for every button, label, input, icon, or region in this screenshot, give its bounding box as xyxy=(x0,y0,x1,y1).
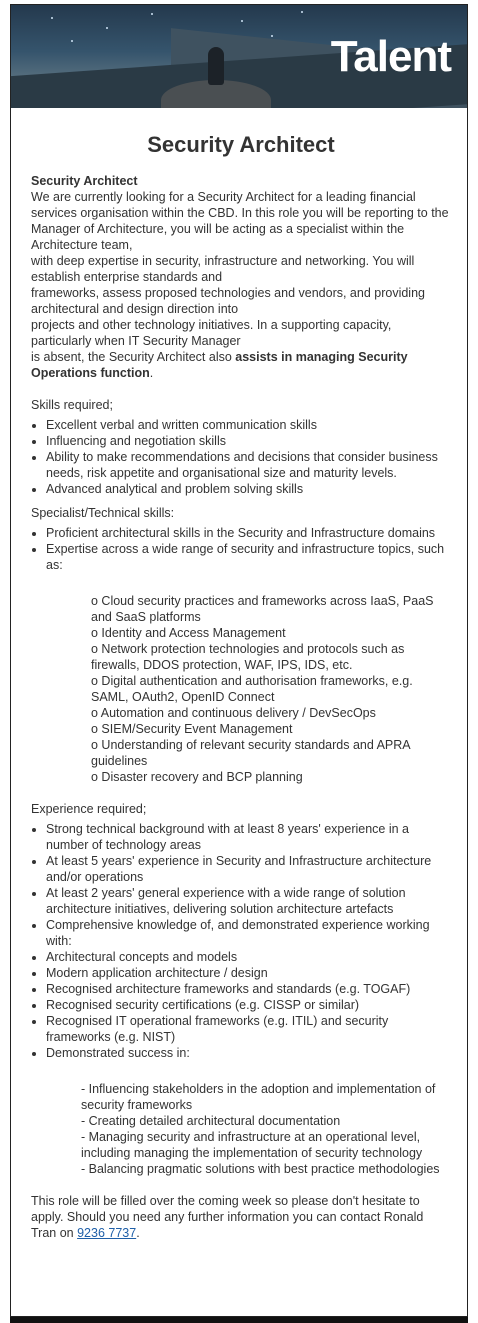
list-item: Architectural concepts and models xyxy=(46,949,451,965)
experience-heading: Experience required; xyxy=(31,802,147,816)
list-item: Advanced analytical and problem solving … xyxy=(46,481,451,497)
intro-line: with deep expertise in security, infrast… xyxy=(31,254,415,284)
list-item: Strong technical background with at leas… xyxy=(46,821,451,853)
intro-line: frameworks, assess proposed technologies… xyxy=(31,286,425,316)
list-item: Recognised architecture frameworks and s… xyxy=(46,981,451,997)
topic-item: o Identity and Access Management xyxy=(91,626,286,640)
closing-paragraph: This role will be filled over the coming… xyxy=(31,1193,451,1241)
list-item: Excellent verbal and written communicati… xyxy=(46,417,451,433)
experience-list: Strong technical background with at leas… xyxy=(31,821,451,1061)
list-item: Modern application architecture / design xyxy=(46,965,451,981)
success-item: - Influencing stakeholders in the adopti… xyxy=(81,1082,436,1112)
list-item: Ability to make recommendations and deci… xyxy=(46,449,451,481)
specialist-list: Proficient architectural skills in the S… xyxy=(31,525,451,573)
topic-item: o Digital authentication and authorisati… xyxy=(91,674,413,704)
list-item: Demonstrated success in: xyxy=(46,1045,451,1061)
closing-text: This role will be filled over the coming… xyxy=(31,1194,424,1240)
intro-last-prefix: is absent, the Security Architect also xyxy=(31,350,236,364)
list-item: Comprehensive knowledge of, and demonstr… xyxy=(46,917,451,949)
list-item: At least 5 years' experience in Security… xyxy=(46,853,451,885)
intro-last-suffix: . xyxy=(149,366,154,380)
success-item: - Balancing pragmatic solutions with bes… xyxy=(81,1162,440,1176)
list-item: Proficient architectural skills in the S… xyxy=(46,525,451,541)
topic-item: o Cloud security practices and framework… xyxy=(91,594,434,624)
topic-item: o Disaster recovery and BCP planning xyxy=(91,770,303,784)
topic-item: o Network protection technologies and pr… xyxy=(91,642,405,672)
success-item: - Creating detailed architectural docume… xyxy=(81,1114,341,1128)
intro-line: projects and other technology initiative… xyxy=(31,318,392,348)
page-title: Security Architect xyxy=(147,132,335,157)
intro-heading: Security Architect xyxy=(31,174,138,188)
job-content: Security Architect Security Architect We… xyxy=(31,131,451,1241)
list-item: Recognised IT operational frameworks (e.… xyxy=(46,1013,451,1045)
list-item: At least 2 years' general experience wit… xyxy=(46,885,451,917)
success-item: - Managing security and infrastructure a… xyxy=(81,1130,423,1160)
list-item: Recognised security certifications (e.g.… xyxy=(46,997,451,1013)
talent-logo: Talent xyxy=(330,32,452,81)
skills-list: Excellent verbal and written communicati… xyxy=(31,417,451,497)
closing-end: . xyxy=(136,1226,140,1240)
skills-heading: Skills required; xyxy=(31,398,113,412)
list-item: Influencing and negotiation skills xyxy=(46,433,451,449)
email-frame: Talent Security Architect Security Archi… xyxy=(10,4,468,1317)
intro-line: We are currently looking for a Security … xyxy=(31,190,449,252)
topic-item: o Understanding of relevant security sta… xyxy=(91,738,410,768)
bottom-bar xyxy=(10,1317,468,1323)
topic-item: o Automation and continuous delivery / D… xyxy=(91,706,376,720)
phone-link[interactable]: 9236 7737 xyxy=(77,1226,137,1240)
specialist-heading: Specialist/Technical skills: xyxy=(31,506,175,520)
intro-last-bold: assists in managing Security Operations … xyxy=(31,350,408,380)
header-banner: Talent xyxy=(11,5,467,108)
person-silhouette xyxy=(208,47,224,85)
topic-item: o SIEM/Security Event Management xyxy=(91,722,293,736)
list-item: Expertise across a wide range of securit… xyxy=(46,541,451,573)
intro-line-last: is absent, the Security Architect also a… xyxy=(31,349,451,381)
